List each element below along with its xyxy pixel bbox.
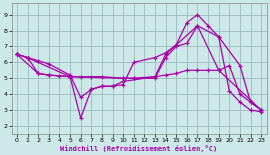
X-axis label: Windchill (Refroidissement éolien,°C): Windchill (Refroidissement éolien,°C): [60, 144, 218, 152]
